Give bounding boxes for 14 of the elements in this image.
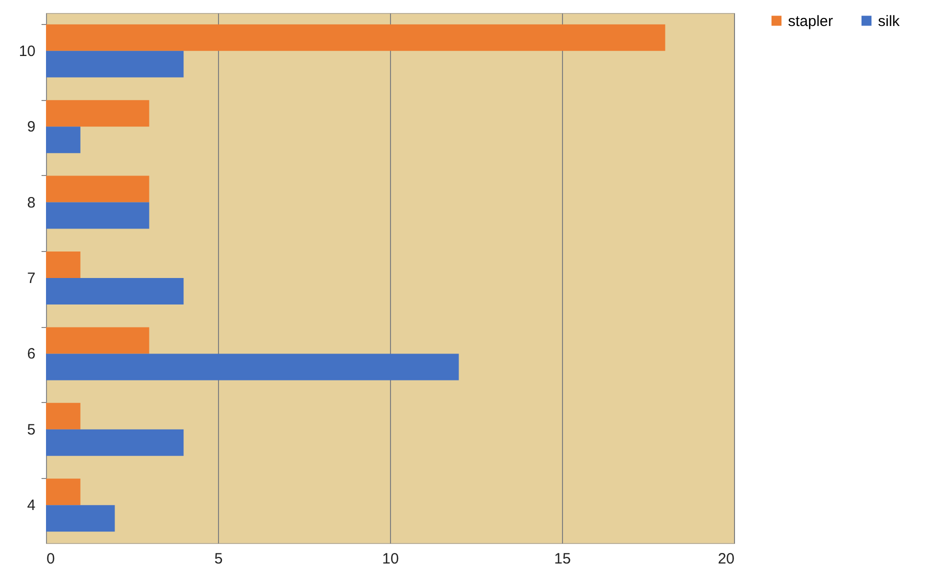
x-tick-label: 5 <box>214 550 223 568</box>
y-tick-label: 10 <box>18 42 36 60</box>
y-tick-label: 6 <box>27 346 36 363</box>
y-tick-label: 8 <box>27 194 36 212</box>
y-tick-label: 9 <box>27 118 36 136</box>
legend-label: silk <box>878 12 900 30</box>
x-tick-label: 10 <box>382 550 399 568</box>
y-tick-label: 4 <box>27 497 36 514</box>
x-tick-label: 20 <box>718 550 734 568</box>
x-tick-label: 0 <box>46 550 55 568</box>
legend-label: stapler <box>788 12 834 30</box>
y-tick-label: 7 <box>27 270 36 287</box>
x-tick-label: 15 <box>554 550 571 568</box>
y-tick-label: 5 <box>27 421 36 438</box>
